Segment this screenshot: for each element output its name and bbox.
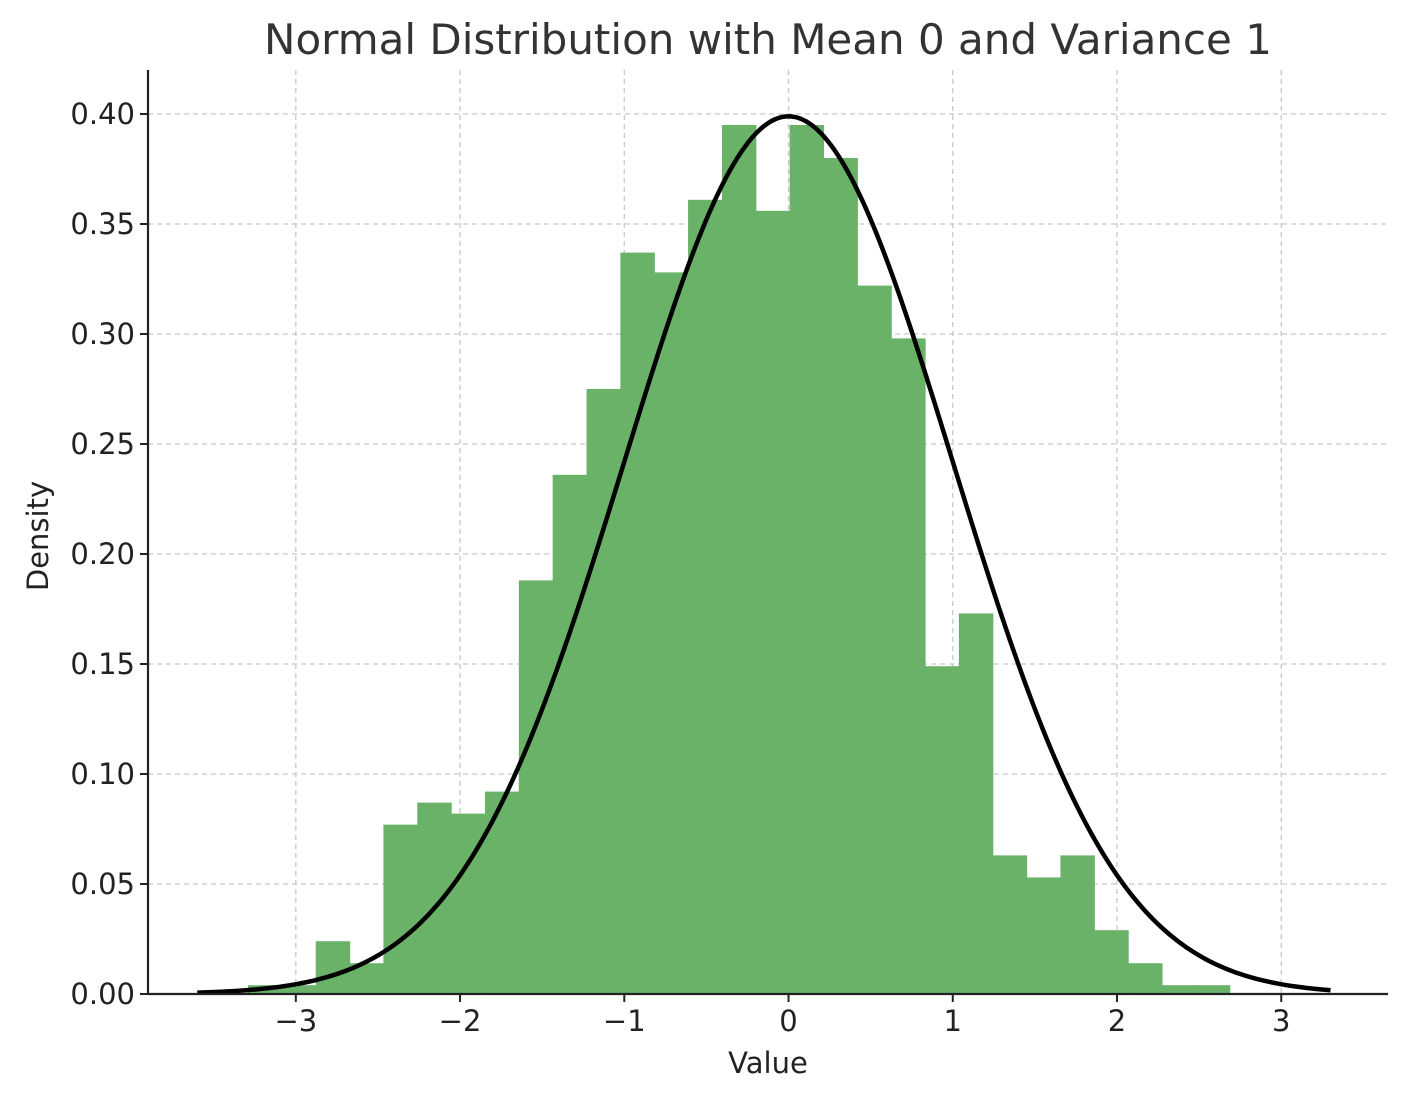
histogram-bar	[1060, 855, 1095, 994]
histogram-bar	[1026, 877, 1062, 994]
histogram-bar	[620, 252, 655, 995]
histogram-bar	[925, 666, 960, 994]
histogram-bar	[417, 802, 452, 994]
histogram-bar	[1195, 985, 1231, 994]
histogram-bar	[891, 338, 926, 994]
x-tick-label: −2	[439, 1004, 482, 1038]
histogram-bar	[552, 474, 588, 994]
histogram-bar	[857, 285, 892, 995]
histogram-bar	[823, 158, 858, 994]
x-axis-ticks: −3 −2 −1 0 1 2 3	[274, 994, 1290, 1038]
x-tick-label: −1	[603, 1004, 646, 1038]
y-tick-label: 0.40	[70, 97, 135, 131]
x-tick-label: −3	[274, 1004, 317, 1038]
histogram-bar	[1161, 985, 1197, 994]
histogram-bar	[721, 125, 757, 994]
y-axis-ticks: 0.00 0.05 0.10 0.15 0.20 0.25 0.30 0.35 0.40	[70, 97, 148, 1011]
x-tick-label: 3	[1272, 1004, 1290, 1038]
histogram-bar	[958, 613, 994, 994]
histogram-bar	[383, 824, 418, 994]
histogram-bar	[688, 199, 723, 995]
y-tick-label: 0.35	[70, 207, 135, 241]
histogram-bar	[755, 210, 791, 995]
x-axis-label: Value	[728, 1046, 808, 1080]
histogram-bar	[992, 855, 1028, 994]
histogram-bar	[518, 580, 554, 994]
histogram-bars	[248, 125, 1231, 995]
histogram-bar	[586, 389, 621, 994]
x-tick-label: 0	[779, 1004, 797, 1038]
y-tick-label: 0.15	[70, 647, 135, 681]
y-tick-label: 0.10	[70, 757, 135, 791]
y-tick-label: 0.00	[70, 977, 135, 1011]
y-tick-label: 0.30	[70, 317, 135, 351]
histogram-bar	[1094, 930, 1129, 994]
y-tick-label: 0.25	[70, 427, 135, 461]
histogram-bar	[281, 985, 317, 994]
y-tick-label: 0.05	[70, 867, 135, 901]
pdf-curve-line	[197, 114, 1331, 995]
x-tick-label: 2	[1108, 1004, 1126, 1038]
chart-title: Normal Distribution with Mean 0 and Vari…	[264, 15, 1272, 64]
y-axis-label: Density	[21, 481, 55, 591]
histogram-bar	[789, 125, 825, 994]
histogram-bar	[1128, 963, 1163, 994]
y-tick-label: 0.20	[70, 537, 135, 571]
x-tick-label: 1	[944, 1004, 962, 1038]
histogram-bar	[315, 941, 351, 994]
histogram-bar	[654, 272, 689, 994]
